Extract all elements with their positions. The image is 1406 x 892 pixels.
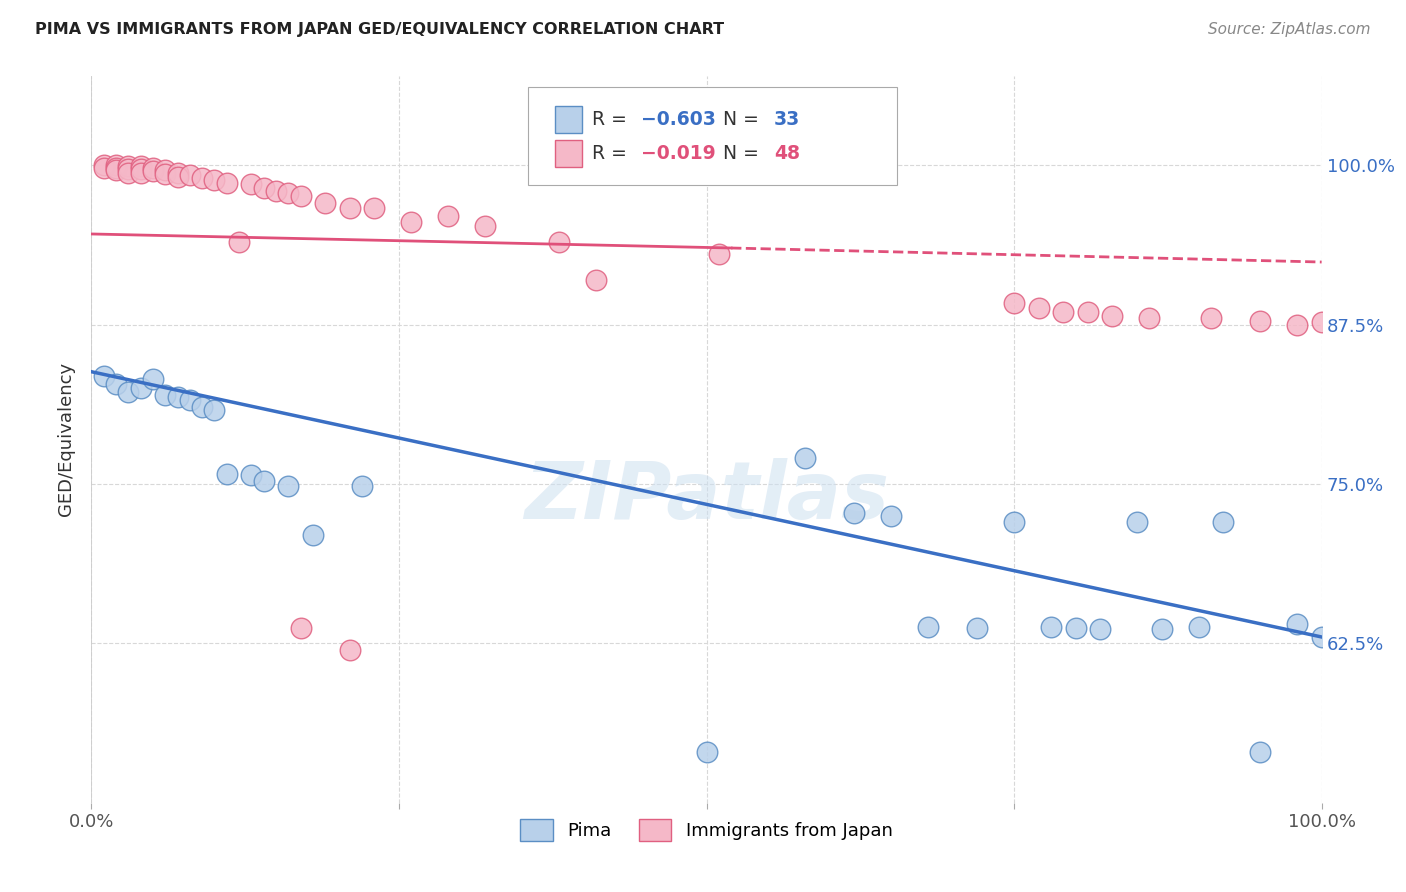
Point: [277, 479, 299, 493]
Point: [1126, 515, 1149, 529]
Point: [290, 188, 312, 202]
Point: [1187, 620, 1209, 634]
Point: [129, 160, 152, 174]
Point: [215, 176, 238, 190]
Point: [117, 385, 139, 400]
Text: ZIPatlas: ZIPatlas: [524, 458, 889, 536]
Point: [277, 186, 299, 201]
Text: 48: 48: [775, 145, 800, 163]
Point: [142, 372, 165, 386]
Point: [117, 166, 139, 180]
Text: 33: 33: [775, 110, 800, 129]
Point: [105, 377, 127, 392]
Point: [301, 528, 323, 542]
Point: [1249, 745, 1271, 759]
Point: [153, 163, 177, 178]
Point: [437, 209, 460, 223]
Point: [129, 166, 152, 180]
Point: [1249, 314, 1271, 328]
Point: [290, 621, 312, 635]
Point: [1052, 305, 1074, 319]
Point: [253, 475, 276, 489]
Point: [399, 215, 422, 229]
Point: [117, 160, 139, 174]
Text: R =: R =: [592, 145, 633, 163]
Point: [1077, 305, 1099, 319]
Point: [1028, 301, 1050, 315]
Point: [1285, 617, 1308, 632]
Point: [1002, 296, 1025, 310]
Point: [1039, 620, 1063, 634]
Point: [793, 451, 815, 466]
Point: [1139, 311, 1161, 326]
Point: [352, 479, 374, 493]
Legend: Pima, Immigrants from Japan: Pima, Immigrants from Japan: [513, 812, 900, 848]
Text: R =: R =: [592, 110, 633, 129]
Point: [166, 169, 188, 184]
Point: [93, 368, 115, 383]
Text: Source: ZipAtlas.com: Source: ZipAtlas.com: [1208, 22, 1371, 37]
Point: [215, 467, 238, 481]
Point: [240, 468, 263, 483]
Point: [314, 196, 336, 211]
Point: [105, 161, 127, 175]
Point: [917, 620, 939, 634]
Point: [142, 164, 165, 178]
Point: [1088, 623, 1111, 637]
Point: [1199, 311, 1222, 326]
Point: [1285, 318, 1308, 332]
Point: [363, 202, 385, 216]
Point: [166, 166, 188, 180]
Point: [153, 167, 177, 181]
Text: N =: N =: [723, 145, 765, 163]
Point: [966, 621, 988, 635]
FancyBboxPatch shape: [555, 140, 582, 168]
Point: [253, 181, 276, 195]
Y-axis label: GED/Equivalency: GED/Equivalency: [58, 362, 76, 516]
Point: [153, 387, 177, 401]
Text: −0.019: −0.019: [641, 145, 716, 163]
Point: [1310, 315, 1333, 329]
FancyBboxPatch shape: [529, 87, 897, 185]
Point: [105, 158, 127, 172]
Point: [1064, 621, 1087, 635]
Point: [105, 163, 127, 178]
Text: N =: N =: [723, 110, 765, 129]
Point: [585, 273, 607, 287]
Point: [240, 178, 263, 192]
Point: [1310, 630, 1333, 644]
Point: [191, 401, 214, 415]
Point: [339, 642, 361, 657]
Point: [264, 184, 287, 198]
Point: [228, 235, 250, 249]
Point: [129, 161, 152, 176]
Point: [166, 390, 188, 404]
Point: [1150, 623, 1173, 637]
Point: [142, 161, 165, 175]
Point: [707, 247, 730, 261]
Point: [474, 219, 496, 234]
Point: [547, 235, 569, 249]
FancyBboxPatch shape: [555, 105, 582, 133]
Point: [117, 161, 139, 176]
Point: [880, 508, 903, 523]
Text: −0.603: −0.603: [641, 110, 716, 129]
Point: [1212, 515, 1234, 529]
Point: [191, 170, 214, 185]
Point: [695, 745, 717, 759]
Point: [339, 202, 361, 216]
Point: [842, 506, 865, 520]
Point: [202, 173, 225, 187]
Point: [1101, 309, 1123, 323]
Point: [179, 169, 201, 183]
Point: [129, 381, 152, 395]
Text: PIMA VS IMMIGRANTS FROM JAPAN GED/EQUIVALENCY CORRELATION CHART: PIMA VS IMMIGRANTS FROM JAPAN GED/EQUIVA…: [35, 22, 724, 37]
Point: [93, 161, 115, 175]
Point: [93, 158, 115, 172]
Point: [179, 392, 201, 407]
Point: [202, 403, 225, 417]
Point: [1002, 515, 1025, 529]
